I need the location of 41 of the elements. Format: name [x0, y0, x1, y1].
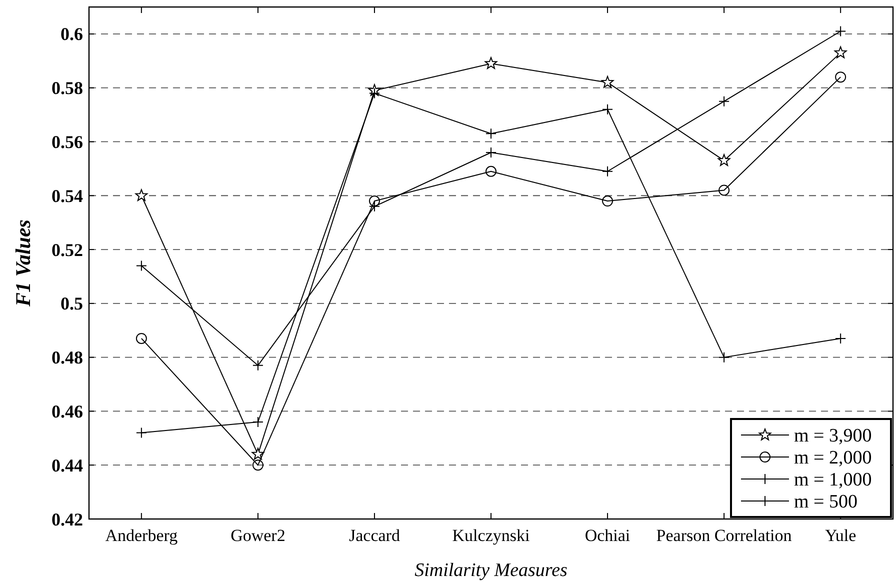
point: [135, 189, 148, 201]
x-tick-label: Anderberg: [105, 526, 178, 545]
point: [835, 72, 846, 83]
point: [252, 448, 264, 460]
x-tick-label: Jaccard: [348, 526, 400, 545]
y-tick-label: 0.44: [52, 455, 83, 476]
y-tick-label: 0.48: [52, 348, 83, 368]
point: [486, 166, 496, 177]
y-tick-label: 0.58: [52, 78, 83, 98]
y-tick-label: 0.56: [52, 132, 83, 152]
y-tick-label: 0.54: [52, 186, 83, 206]
point: [136, 332, 147, 344]
legend-label: m = 500: [794, 492, 858, 513]
legend-label: m = 3,900: [794, 426, 872, 447]
y-axis-title: F1 Values: [11, 220, 35, 308]
y-tick-label: 0.52: [52, 240, 83, 260]
legend-label: m = 2,000: [794, 448, 872, 469]
y-tick-label: 0.5: [60, 294, 83, 314]
point: [368, 88, 380, 99]
x-tick-label: Kulczynski: [452, 526, 530, 545]
x-axis-title: Similarity Measures: [414, 560, 568, 581]
y-tick-label: 0.46: [52, 402, 83, 422]
point: [252, 360, 264, 371]
point: [252, 460, 264, 471]
point: [718, 96, 730, 107]
point: [602, 196, 614, 207]
x-tick-label: Ochiai: [584, 526, 630, 545]
legend-label: m = 1,000: [794, 470, 872, 491]
y-tick-label: 0.42: [52, 509, 83, 530]
point: [136, 260, 147, 272]
point: [718, 154, 730, 166]
point: [835, 26, 846, 37]
x-tick-label: Yule: [824, 526, 856, 545]
x-tick-label: Gower2: [230, 526, 286, 545]
point: [484, 57, 498, 69]
point: [368, 196, 380, 207]
y-tick-label: 0.6: [60, 24, 83, 44]
point: [834, 46, 847, 58]
x-tick-label: Pearson Correlation: [656, 526, 792, 545]
point: [718, 184, 730, 196]
point: [601, 76, 614, 88]
